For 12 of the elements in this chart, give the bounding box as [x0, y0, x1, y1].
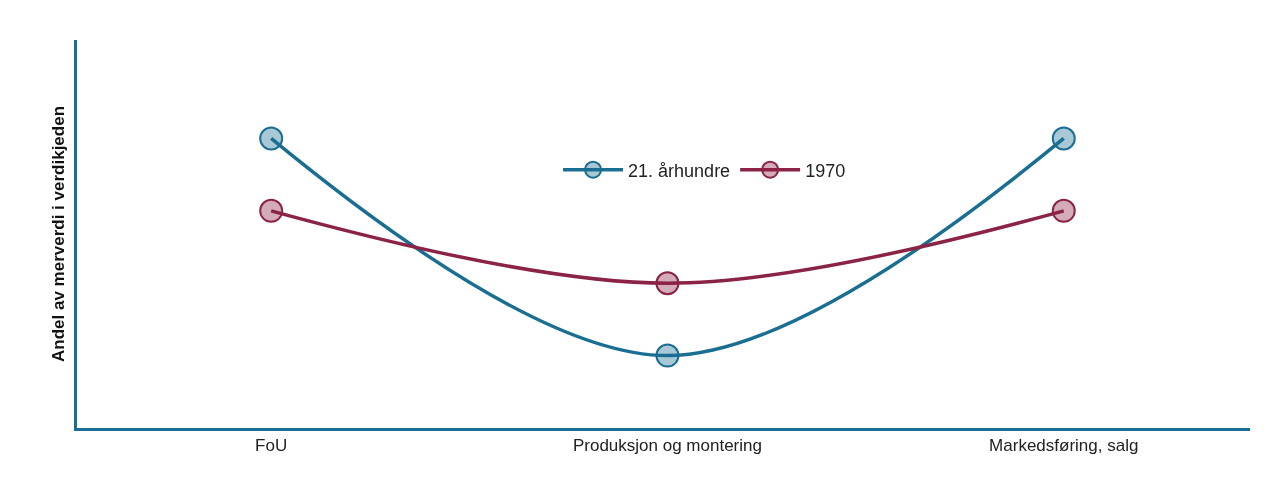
x-tick-label: Produksjon og montering [572, 436, 762, 456]
legend-label: 1970 [805, 160, 846, 181]
x-tick-label: Markedsføring, salg [989, 436, 1139, 456]
point [259, 126, 284, 151]
legend-label: 21. århundre [628, 160, 731, 181]
point [655, 343, 680, 368]
point [1051, 126, 1076, 151]
point [1051, 198, 1076, 223]
point [259, 198, 284, 223]
y-axis-title: Andel av merverdi i verdikjeden [48, 105, 68, 363]
point [655, 271, 680, 296]
x-tick-label: FoU [255, 436, 288, 456]
